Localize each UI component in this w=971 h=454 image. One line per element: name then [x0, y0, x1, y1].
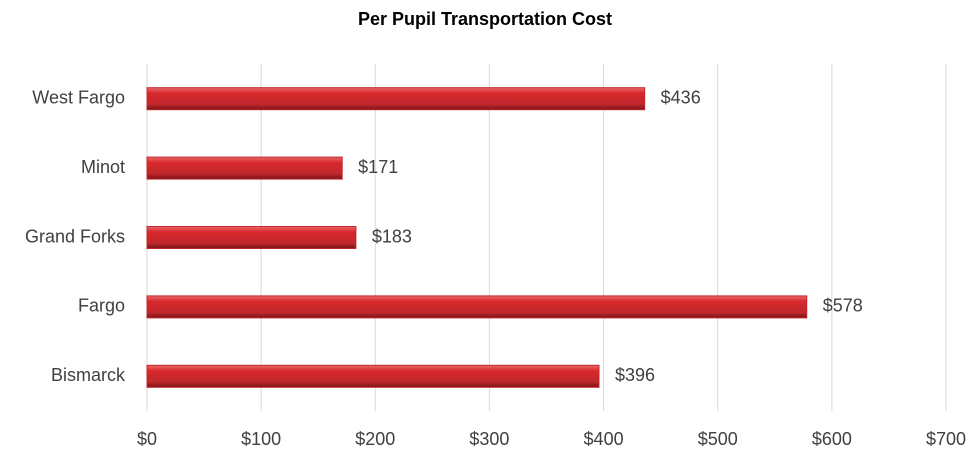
x-tick-label: $200: [355, 429, 395, 449]
x-tick-label: $300: [469, 429, 509, 449]
bar: [146, 87, 646, 111]
bar: [146, 364, 600, 388]
y-tick-label: West Fargo: [32, 87, 125, 107]
data-label: $436: [661, 87, 701, 107]
bar: [146, 295, 808, 319]
x-tick-label: $600: [812, 429, 852, 449]
x-tick-label: $400: [584, 429, 624, 449]
x-tick-label: $500: [698, 429, 738, 449]
y-tick-label: Fargo: [78, 296, 125, 316]
bar: [146, 226, 357, 249]
data-label: $171: [358, 157, 398, 177]
grid: $0 $100 $200 $300 $400 $500 $600 $700: [137, 64, 966, 449]
y-tick-label: Grand Forks: [25, 226, 125, 246]
data-label: $396: [615, 365, 655, 385]
data-label: $183: [372, 226, 412, 246]
x-tick-label: $700: [926, 429, 966, 449]
chart-title: Per Pupil Transportation Cost: [358, 9, 612, 29]
x-tick-label: $0: [137, 429, 157, 449]
bar: [146, 156, 343, 180]
data-label: $578: [823, 296, 863, 316]
x-tick-label: $100: [241, 429, 281, 449]
y-tick-label: Minot: [81, 157, 125, 177]
y-tick-label: Bismarck: [51, 365, 126, 385]
bars: West Fargo $436 Minot $171 Grand Forks $183 Fa…: [25, 87, 863, 388]
